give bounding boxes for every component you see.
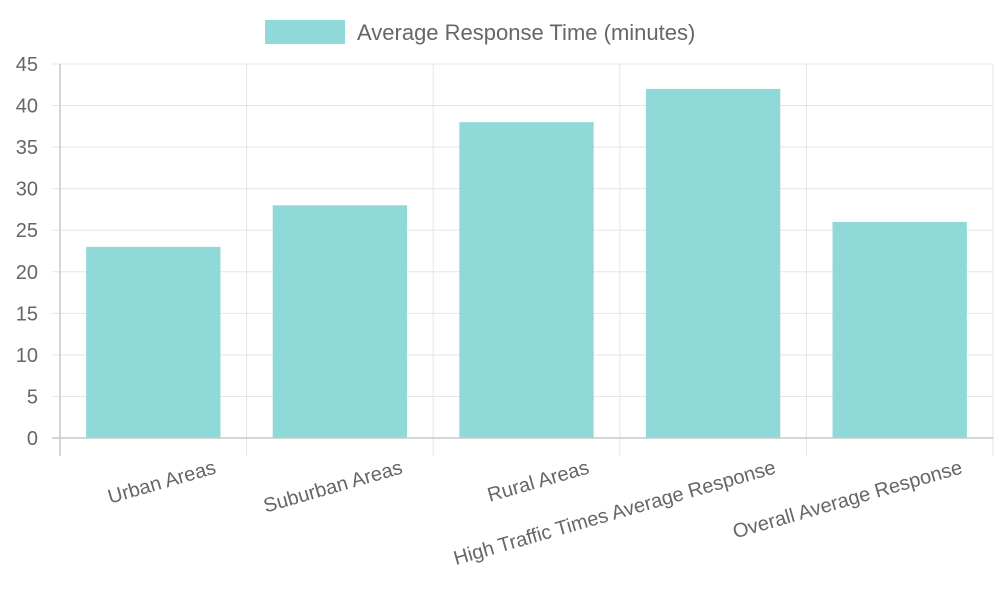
x-tick-label: Rural Areas	[485, 457, 592, 507]
y-tick-label: 5	[27, 386, 38, 408]
bar[interactable]	[459, 122, 594, 438]
x-tick-label: High Traffic Times Average Response	[451, 457, 778, 570]
y-tick-label: 20	[16, 262, 38, 284]
bars	[86, 88, 967, 438]
legend-label: Average Response Time (minutes)	[357, 20, 695, 45]
legend-swatch	[265, 20, 345, 44]
y-tick-label: 30	[16, 179, 38, 201]
bar[interactable]	[832, 221, 967, 438]
x-tick-label: Urban Areas	[105, 457, 218, 509]
y-tick-label: 45	[16, 54, 38, 76]
x-tick-label: Suburban Areas	[261, 457, 405, 518]
y-tick-label: 35	[16, 137, 38, 159]
bar[interactable]	[272, 205, 408, 438]
bar[interactable]	[86, 246, 221, 438]
y-tick-label: 0	[27, 428, 38, 450]
y-tick-label: 15	[16, 303, 38, 325]
bar[interactable]	[645, 88, 781, 438]
y-tick-label: 25	[16, 220, 38, 242]
legend[interactable]: Average Response Time (minutes)	[265, 20, 695, 45]
y-tick-label: 40	[16, 96, 38, 118]
x-axis: Urban Areas Suburban Areas Rural AreasHigh…	[52, 437, 993, 570]
y-axis: 0 5 10 15 20 25 30 35 40 45	[16, 54, 61, 456]
y-tick-label: 10	[16, 345, 38, 367]
